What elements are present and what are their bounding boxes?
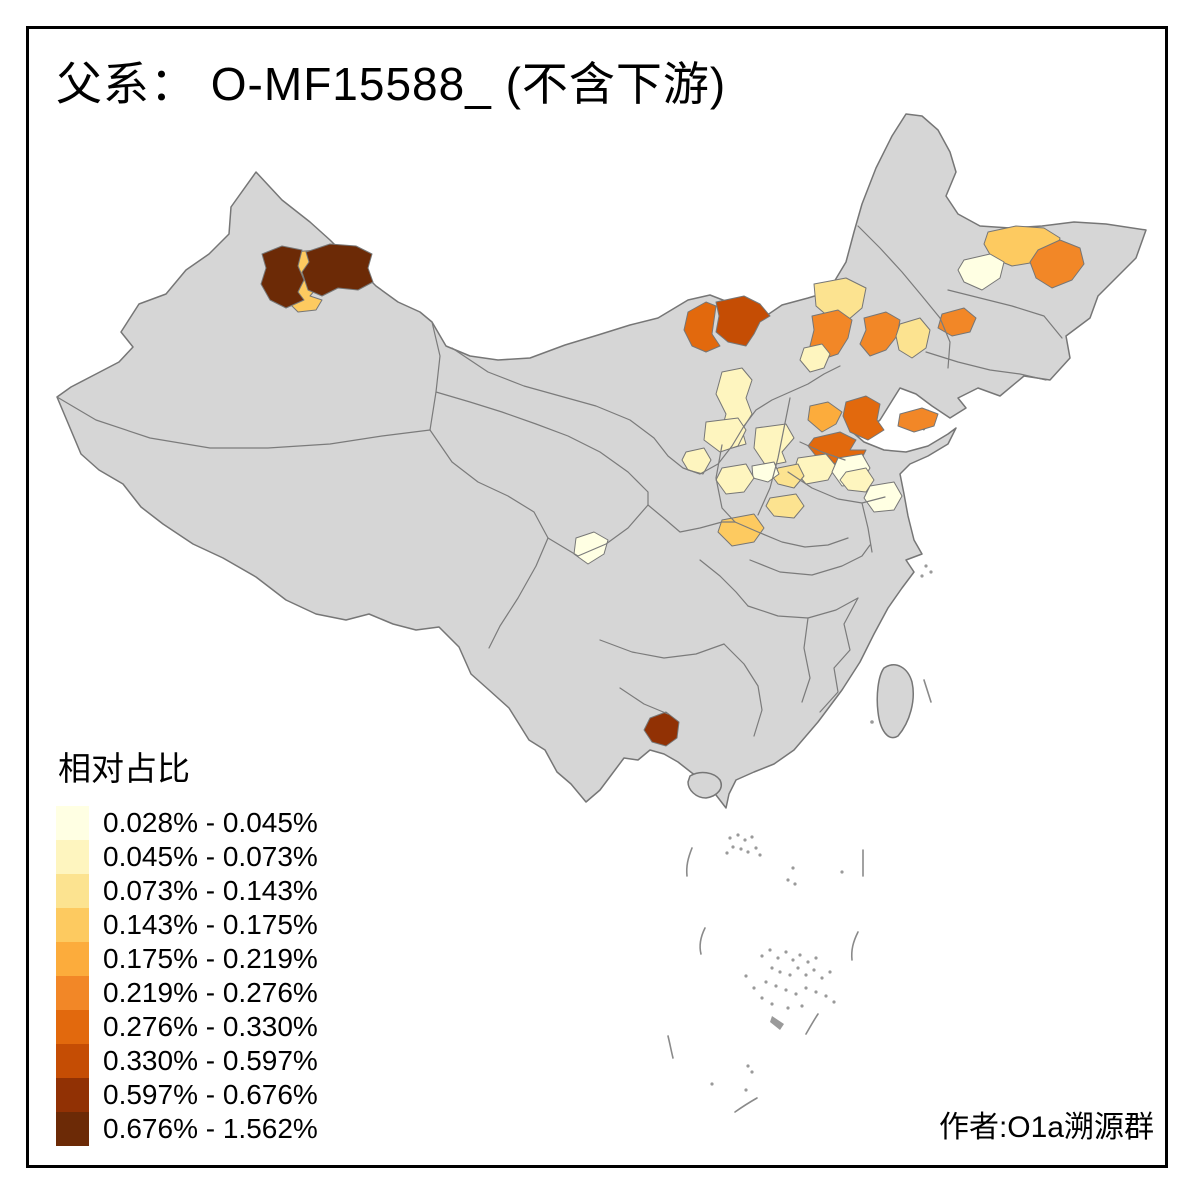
province-borders [56,225,1063,737]
attribution: 作者:O1a溯源群 [938,1111,1154,1144]
region-daqing [957,253,1005,291]
region-beijing [799,343,831,373]
region-xinzhou [703,417,747,453]
legend-label: 0.028% - 0.045% [103,807,318,838]
legend-swatch [56,976,89,1010]
region-tacheng [260,245,305,309]
plot-frame [26,26,1168,1168]
legend-entries: 0.028% - 0.045% 0.045% - 0.073% 0.073% - 0… [56,806,318,1146]
region-chaoyang [895,317,931,359]
legend-label: 0.219% - 0.276% [103,977,318,1008]
legend-row-2: 0.045% - 0.073% [56,840,318,874]
legend-row-4: 0.143% - 0.175% [56,908,318,942]
legend-row-3: 0.073% - 0.143% [56,874,318,908]
region-baotou [683,301,721,353]
region-songyuan [937,307,977,337]
sea-features [667,564,933,1113]
legend-row-9: 0.597% - 0.676% [56,1078,318,1112]
legend-swatch [56,1112,89,1146]
region-xilingol [813,277,867,321]
legend-label: 0.073% - 0.143% [103,875,318,906]
legend-row-10: 0.676% - 1.562% [56,1112,318,1146]
region-dongying [842,395,885,441]
region-harbin [1029,239,1085,289]
legend-swatch [56,1010,89,1044]
legend-label: 0.045% - 0.073% [103,841,318,872]
region-shijiazhuang-hengshui [753,423,795,467]
legend-label: 0.276% - 0.330% [103,1011,318,1042]
legend-swatch [56,942,89,976]
legend-label: 0.330% - 0.597% [103,1045,318,1076]
region-yinchuan [681,447,712,475]
legend-row-8: 0.330% - 0.597% [56,1044,318,1078]
legend-swatch [56,874,89,908]
legend-row-6: 0.219% - 0.276% [56,976,318,1010]
region-luoyang [765,493,805,519]
legend-label: 0.676% - 1.562% [103,1113,318,1144]
legend-label: 0.143% - 0.175% [103,909,318,940]
islet-shape [770,1016,784,1030]
legend-swatch [56,1078,89,1112]
legend-title: 相对占比 [58,750,190,787]
legend-label: 0.175% - 0.219% [103,943,318,974]
taiwan-shape [876,664,914,739]
region-yantai-weihai [897,407,939,433]
legend-row-5: 0.175% - 0.219% [56,942,318,976]
colored-regions [260,225,1085,747]
region-xuzhou [839,467,875,493]
island-dots [710,564,933,1092]
legend-swatch [56,806,89,840]
legend-swatch [56,1044,89,1078]
page-title: 父系： O-MF15588_ (不含下游) [56,58,727,110]
region-tongliao [859,311,901,357]
region-hohhot-ulanqab [715,295,771,347]
legend-swatch [56,908,89,942]
hainan-shape [687,771,722,799]
legend: 相对占比 0.028% - 0.045% 0.045% - 0.073% 0.073… [56,742,318,1146]
legend-row-1: 0.028% - 0.045% [56,806,318,840]
legend-label: 0.597% - 0.676% [103,1079,318,1110]
region-cangzhou [807,401,843,433]
region-altay [301,243,374,297]
legend-row-7: 0.276% - 0.330% [56,1010,318,1044]
legend-swatch [56,840,89,874]
